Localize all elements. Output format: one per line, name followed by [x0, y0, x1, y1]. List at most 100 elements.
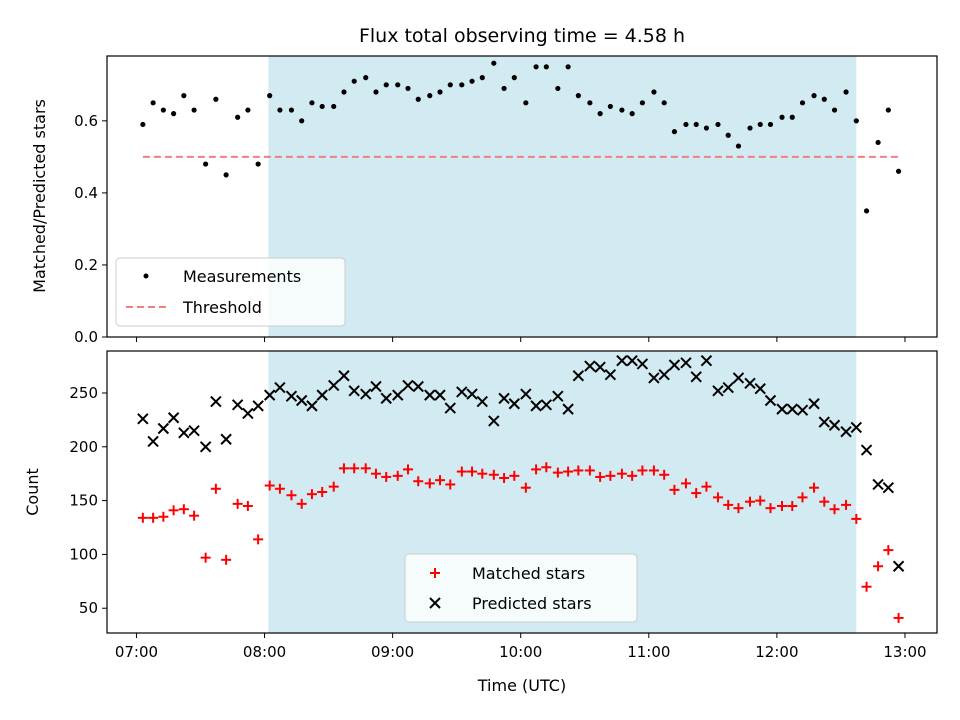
predicted-stars-point [508, 398, 521, 410]
matched-stars-point [370, 468, 381, 479]
matched-stars-point [189, 510, 200, 521]
measurements-point [523, 100, 529, 106]
matched-stars-point [328, 481, 339, 492]
measurements-point [383, 82, 389, 88]
measurements-point [309, 100, 315, 106]
matched-stars-point [883, 545, 894, 556]
measurements-point [619, 107, 625, 113]
top-y-tick-label: 0.2 [74, 256, 98, 274]
matched-stars-point [637, 465, 648, 476]
matched-stars-point [893, 612, 904, 623]
measurements-point [469, 78, 475, 84]
measurements-point [447, 82, 453, 88]
predicted-stars-point [808, 398, 820, 410]
measurements-point [150, 100, 156, 106]
matched-stars-point [605, 470, 616, 481]
matched-stars-point [616, 468, 627, 479]
measurements-point [735, 143, 742, 149]
matched-stars-point [317, 487, 328, 497]
top-y-tick-label: 0.0 [74, 328, 98, 346]
measurements-point [885, 107, 891, 113]
predicted-stars-point [796, 404, 809, 416]
bottom-y-tick-label: 250 [69, 384, 98, 402]
top-panel-frame [106, 55, 938, 338]
predicted-stars-point [444, 402, 456, 414]
x-tick-label: 09:00 [371, 643, 414, 661]
measurements-point [277, 107, 283, 113]
bottom-y-tick-label: 50 [79, 599, 98, 617]
matched-stars-point [137, 512, 148, 523]
predicted-stars-point [626, 354, 638, 367]
predicted-stars-point [860, 444, 873, 456]
predicted-stars-point [552, 390, 564, 402]
measurements-point [501, 85, 507, 92]
top-panel: 0.0 0.2 0.4 0.6 Matched/Predicted stars Mea… [30, 55, 938, 346]
matched-stars-point [797, 492, 808, 503]
measurements-point [895, 168, 902, 174]
predicted-stars-point [412, 380, 424, 393]
x-tick-label: 12:00 [755, 643, 798, 661]
measurements-point [587, 100, 593, 106]
matched-stars-point [148, 512, 159, 523]
matched-stars-point [381, 471, 392, 482]
predicted-stars-point [338, 370, 350, 382]
measurements-point [767, 121, 774, 128]
measurements-point [223, 172, 229, 178]
measurements-point [415, 96, 421, 102]
measurements-point [341, 89, 347, 95]
measurements-point [821, 96, 827, 102]
predicted-stars-point [744, 377, 756, 389]
bottom-y-tick-label: 200 [69, 438, 98, 456]
matched-stars-point [531, 464, 542, 475]
matched-stars-point [338, 463, 349, 474]
measurements-point [267, 93, 273, 99]
measurements-point [843, 89, 849, 95]
matched-stars-point [829, 504, 840, 515]
matched-stars-point [584, 465, 595, 476]
matched-stars-point [467, 466, 478, 477]
predicted-stars-point [306, 400, 318, 412]
measurements-point [319, 103, 325, 110]
measurements-point [597, 111, 603, 117]
legend-predicted-marker [429, 597, 441, 609]
predicted-stars-point [616, 354, 628, 367]
predicted-stars-point [658, 368, 670, 381]
predicted-stars-point [818, 416, 830, 428]
measurements-point [725, 132, 731, 138]
predicted-stars-point [562, 403, 574, 415]
matched-stars-point [541, 462, 552, 473]
bottom-panel-frame [106, 350, 938, 634]
measurements-point [799, 100, 806, 106]
matched-stars-point [765, 503, 776, 514]
legend-predicted-label: Predicted stars [472, 594, 592, 613]
bottom-panel: 50 100 150 200 250 07:00 08:00 09:00 10:00 11:00… [23, 350, 938, 695]
measurements-point [213, 96, 219, 102]
x-tick-label: 08:00 [243, 643, 286, 661]
predicted-stars-point [167, 412, 180, 424]
matched-stars-point [403, 464, 414, 475]
predicted-stars-point [252, 400, 264, 412]
top-y-axis-label: Matched/Predicted stars [30, 99, 49, 293]
matched-stars-point [264, 480, 275, 491]
predicted-stars-point [147, 435, 159, 448]
top-observing-span [268, 56, 857, 337]
matched-stars-point [499, 473, 510, 484]
matched-stars-point [552, 467, 563, 478]
matched-stars-point [659, 469, 670, 480]
predicted-stars-point [295, 394, 308, 407]
measurements-point [543, 64, 549, 70]
measurements-point [363, 75, 369, 81]
predicted-stars-point [828, 419, 841, 431]
measurements-point [693, 121, 699, 128]
matched-stars-point [873, 561, 884, 572]
matched-stars-point [445, 479, 456, 490]
measurements-point [160, 107, 166, 113]
predicted-stars-point [594, 361, 606, 373]
predicted-stars-point [392, 389, 404, 401]
predicted-stars-point [476, 395, 489, 408]
top-legend: Measurements Threshold [115, 257, 346, 327]
predicted-stars-point [402, 379, 414, 392]
measurements-point [715, 121, 721, 128]
predicted-stars-point [584, 360, 596, 372]
matched-stars-point [723, 499, 734, 510]
